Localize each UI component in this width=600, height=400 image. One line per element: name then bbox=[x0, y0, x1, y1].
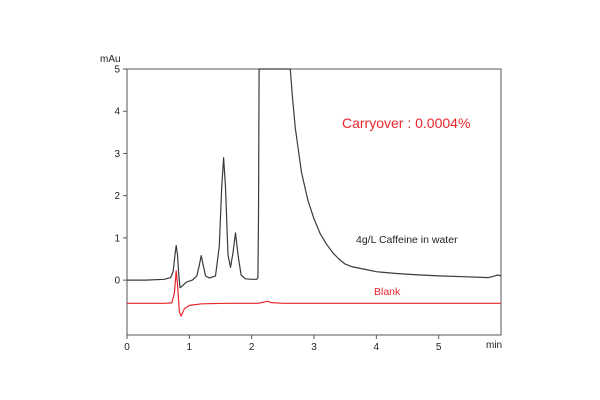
y-tick-label: 3 bbox=[114, 149, 120, 160]
y-tick-label: 5 bbox=[114, 65, 120, 76]
x-tick-label: 4 bbox=[374, 342, 380, 353]
x-tick-label: 1 bbox=[187, 342, 193, 353]
plot-axes bbox=[126, 68, 502, 336]
y-tick-label: 2 bbox=[114, 191, 120, 202]
blank-trace-line bbox=[127, 270, 501, 317]
chart-traces bbox=[127, 68, 502, 317]
x-tick-label: 0 bbox=[124, 342, 130, 353]
y-tick-label: 1 bbox=[114, 233, 120, 244]
blank-trace-label: Blank bbox=[374, 286, 401, 298]
y-tick-label: 4 bbox=[114, 107, 120, 118]
x-tick-label: 5 bbox=[436, 342, 442, 353]
x-tick-label: 2 bbox=[249, 342, 255, 353]
y-tick-label: 0 bbox=[114, 276, 120, 287]
plot-frame bbox=[126, 68, 502, 336]
x-axis-unit-label: min bbox=[486, 340, 502, 351]
sample-trace-line bbox=[127, 68, 502, 289]
axis-ticks: 0 1 2 3 4 5 0 1 2 3 4 5 bbox=[114, 65, 441, 354]
carryover-annotation: Carryover : 0.0004% bbox=[342, 115, 470, 131]
x-tick-label: 3 bbox=[311, 342, 317, 353]
sample-trace-label: 4g/L Caffeine in water bbox=[356, 234, 458, 246]
y-axis-unit-label: mAu bbox=[100, 54, 121, 65]
